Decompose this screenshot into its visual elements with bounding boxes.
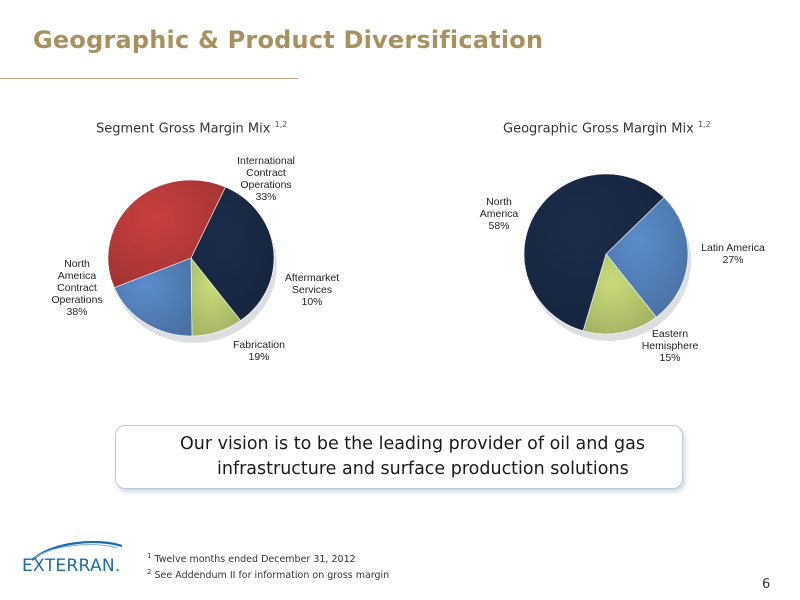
slice-label-line: Latin America (701, 242, 765, 254)
slice-label-line: International (237, 155, 295, 167)
footnote-1-text: Twelve months ended December 31, 2012 (154, 554, 356, 566)
segment-chart-title: Segment Gross Margin Mix 1,2 (96, 120, 287, 136)
slice-label-line: America (479, 208, 519, 220)
slice-label-line: Contract (57, 282, 97, 294)
pie-slice-north-america (523, 173, 665, 332)
slice-label-line: 58% (488, 220, 510, 232)
slice-label-line: Operations (51, 294, 103, 306)
slice-label-line: 15% (659, 352, 681, 364)
footnotes: 1 Twelve months ended December 31, 2012 … (147, 550, 389, 582)
footnote-2-marker: 2 (147, 568, 152, 577)
logo-swoosh-icon (31, 540, 123, 561)
footnote-2-text: See Addendum II for information on gross… (154, 570, 390, 582)
slice-label-line: 33% (255, 191, 277, 203)
geographic-chart-title-sup: 1,2 (697, 120, 711, 129)
vision-statement-box: Our vision is to be the leading provider… (115, 425, 683, 489)
pie-slice-international-contract-operations (190, 186, 275, 321)
slice-label-line: Eastern (651, 328, 689, 340)
slice-label-line: 19% (248, 351, 270, 363)
vision-line-2: infrastructure and surface production so… (217, 459, 629, 479)
page-number: 6 (762, 577, 771, 592)
slice-label-line: America (57, 270, 97, 282)
segment-chart-title-text: Segment Gross Margin Mix (96, 121, 271, 137)
slice-label-line: Aftermarket (284, 272, 340, 284)
segment-label-international: International Contract Operations 33% (233, 155, 299, 203)
geo-label-eastern-hemisphere: Eastern Hemisphere 15% (632, 328, 708, 364)
slice-label-line: North (64, 258, 90, 270)
vision-line-1: Our vision is to be the leading provider… (180, 434, 645, 454)
geo-label-north-america: North America 58% (474, 196, 524, 232)
slice-label-line: Contract (246, 167, 286, 179)
footnote-1-marker: 1 (147, 552, 152, 560)
slice-label-line: North (486, 196, 512, 208)
geographic-chart-title: Geographic Gross Margin Mix 1,2 (503, 120, 711, 136)
pie-slice-fabrication (113, 257, 193, 337)
slice-label-line: Fabrication (233, 339, 285, 351)
geographic-chart-title-text: Geographic Gross Margin Mix (503, 121, 694, 137)
slice-label-line: Services (291, 284, 333, 296)
slice-label-line: Hemisphere (641, 340, 699, 352)
slice-label-line: 27% (722, 254, 744, 266)
segment-label-aftermarket: Aftermarket Services 10% (277, 272, 347, 308)
slice-label-line: Operations (240, 179, 292, 191)
logo-text: EXTERRAN. (22, 556, 121, 576)
slice-label-line: 10% (301, 296, 323, 308)
exterran-logo: EXTERRAN. (22, 540, 126, 580)
pie-charts (107, 173, 691, 343)
footnote-1: 1 Twelve months ended December 31, 2012 (147, 550, 389, 566)
page-title: Geographic & Product Diversification (33, 26, 544, 54)
pie-slice-latin-america (605, 197, 689, 318)
title-divider (0, 78, 298, 79)
geo-label-latin-america: Latin America 27% (693, 242, 773, 266)
footnote-2: 2 See Addendum II for information on gro… (147, 566, 389, 582)
pie-slice-eastern-hemisphere (582, 253, 657, 335)
segment-chart-title-sup: 1,2 (274, 120, 288, 129)
slice-label-line: 38% (66, 306, 88, 318)
segment-label-north-america-contract: North America Contract Operations 38% (46, 258, 108, 318)
segment-label-fabrication: Fabrication 19% (226, 339, 292, 363)
pie-slice-north-america-contract-operations (107, 179, 226, 288)
